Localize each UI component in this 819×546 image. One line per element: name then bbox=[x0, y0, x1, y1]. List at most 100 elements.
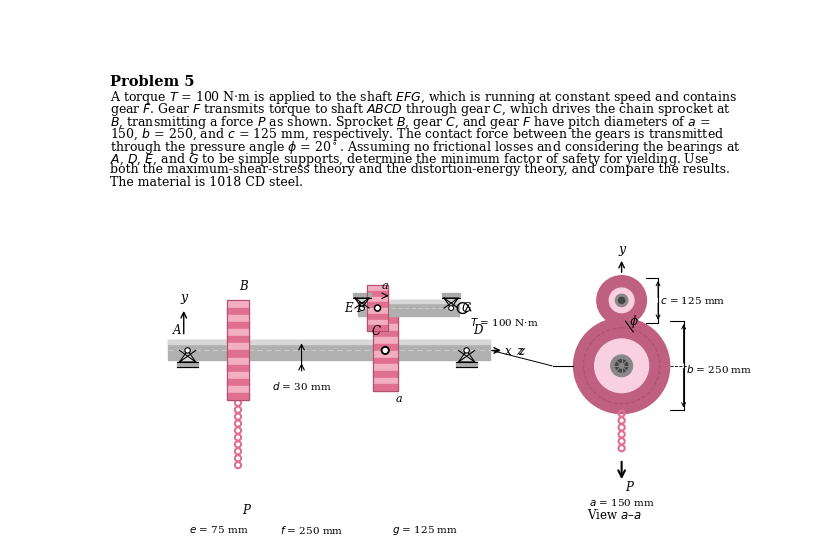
Text: E: E bbox=[344, 301, 353, 314]
Bar bbox=[442, 293, 460, 297]
Circle shape bbox=[376, 306, 379, 310]
Bar bbox=[227, 358, 249, 365]
Circle shape bbox=[361, 307, 363, 309]
Bar bbox=[227, 336, 249, 343]
Circle shape bbox=[619, 364, 624, 368]
Bar bbox=[368, 308, 387, 314]
Polygon shape bbox=[459, 351, 475, 362]
Text: through the pressure angle $\phi$ = 20$^\circ$. Assuming no frictional losses an: through the pressure angle $\phi$ = 20$^… bbox=[110, 139, 740, 156]
Circle shape bbox=[465, 349, 468, 352]
Polygon shape bbox=[444, 298, 458, 308]
Bar bbox=[373, 310, 398, 391]
Bar bbox=[368, 290, 387, 296]
Circle shape bbox=[360, 306, 364, 310]
Text: Problem 5: Problem 5 bbox=[110, 75, 195, 89]
Bar bbox=[227, 372, 249, 379]
Text: $f$ = 250 mm: $f$ = 250 mm bbox=[280, 525, 343, 536]
Bar bbox=[227, 365, 249, 372]
Text: G: G bbox=[462, 301, 472, 314]
Text: A torque $T$ = 100 N$\cdot$m is applied to the shaft $EFG$, which is running at : A torque $T$ = 100 N$\cdot$m is applied … bbox=[110, 88, 737, 105]
Bar bbox=[373, 317, 398, 324]
Text: A: A bbox=[173, 324, 181, 336]
Circle shape bbox=[600, 278, 644, 323]
Text: P: P bbox=[242, 505, 250, 518]
Circle shape bbox=[450, 307, 452, 309]
Circle shape bbox=[615, 360, 628, 372]
Text: $B$, transmitting a force $P$ as shown. Sprocket $B$, gear $C$, and gear $F$ hav: $B$, transmitting a force $P$ as shown. … bbox=[110, 114, 710, 130]
Text: z: z bbox=[518, 346, 524, 359]
Text: $\phi$: $\phi$ bbox=[629, 313, 639, 330]
Bar bbox=[373, 344, 398, 351]
Bar bbox=[373, 358, 398, 364]
Bar bbox=[456, 362, 477, 367]
Text: x: x bbox=[505, 346, 512, 359]
Text: 150, $b$ = 250, and $c$ = 125 mm, respectively. The contact force between the ge: 150, $b$ = 250, and $c$ = 125 mm, respec… bbox=[110, 126, 724, 143]
Bar bbox=[227, 379, 249, 386]
Bar bbox=[373, 371, 398, 378]
Bar bbox=[373, 324, 398, 330]
Bar bbox=[227, 351, 249, 358]
Bar bbox=[373, 364, 398, 371]
Circle shape bbox=[611, 355, 632, 377]
Text: $g$ = 125 mm: $g$ = 125 mm bbox=[392, 525, 459, 537]
Bar bbox=[227, 300, 249, 400]
Text: $T$ = 100 N·m: $T$ = 100 N·m bbox=[470, 316, 538, 328]
Text: $c$ = 125 mm: $c$ = 125 mm bbox=[660, 295, 726, 306]
Bar bbox=[227, 322, 249, 329]
Bar bbox=[168, 340, 490, 360]
Polygon shape bbox=[179, 351, 196, 362]
Text: gear $F$. Gear $F$ transmits torque to shaft $ABCD$ through gear $C$, which driv: gear $F$. Gear $F$ transmits torque to s… bbox=[110, 101, 731, 118]
Bar bbox=[373, 330, 398, 337]
Bar bbox=[227, 307, 249, 314]
Text: $b$ = 250 mm: $b$ = 250 mm bbox=[686, 363, 752, 375]
Polygon shape bbox=[355, 298, 369, 308]
Text: y: y bbox=[180, 291, 188, 304]
Text: P: P bbox=[625, 480, 632, 494]
Text: both the maximum-shear-stress theory and the distortion-energy theory, and compa: both the maximum-shear-stress theory and… bbox=[110, 163, 730, 176]
Text: $a$ = 150 mm: $a$ = 150 mm bbox=[589, 497, 654, 508]
Text: The material is 1018 CD steel.: The material is 1018 CD steel. bbox=[110, 176, 303, 189]
Text: View $a$–$a$: View $a$–$a$ bbox=[586, 508, 641, 523]
Bar bbox=[227, 343, 249, 351]
Bar bbox=[373, 384, 398, 391]
Text: a: a bbox=[396, 394, 402, 404]
Bar bbox=[227, 300, 249, 307]
Bar bbox=[373, 378, 398, 384]
Bar bbox=[373, 310, 398, 317]
Circle shape bbox=[383, 348, 387, 352]
Circle shape bbox=[573, 318, 670, 413]
Bar bbox=[373, 351, 398, 358]
Text: $d$ = 30 mm: $d$ = 30 mm bbox=[272, 379, 332, 391]
Bar bbox=[358, 300, 459, 304]
Bar bbox=[368, 302, 387, 308]
Text: D: D bbox=[473, 324, 482, 336]
Circle shape bbox=[185, 348, 190, 353]
Text: $e$ = 75 mm: $e$ = 75 mm bbox=[189, 525, 249, 536]
Circle shape bbox=[449, 306, 454, 310]
Bar bbox=[368, 285, 387, 291]
Bar bbox=[227, 329, 249, 336]
Bar bbox=[177, 362, 198, 367]
Circle shape bbox=[464, 348, 469, 353]
Circle shape bbox=[577, 321, 667, 411]
Circle shape bbox=[186, 349, 189, 352]
Circle shape bbox=[597, 276, 646, 325]
Bar bbox=[368, 319, 387, 325]
Bar bbox=[353, 293, 371, 297]
Text: y: y bbox=[618, 244, 625, 257]
Circle shape bbox=[609, 288, 634, 313]
Circle shape bbox=[382, 347, 389, 354]
Bar bbox=[227, 314, 249, 322]
Text: $A$, $D$, $E$, and $G$ to be simple supports, determine the minimum factor of sa: $A$, $D$, $E$, and $G$ to be simple supp… bbox=[110, 151, 710, 168]
Text: B: B bbox=[239, 280, 248, 293]
Circle shape bbox=[615, 294, 628, 306]
Circle shape bbox=[595, 339, 649, 393]
Bar bbox=[368, 314, 387, 319]
Bar bbox=[168, 340, 490, 345]
Bar bbox=[368, 285, 387, 331]
Bar bbox=[373, 337, 398, 344]
Circle shape bbox=[618, 297, 625, 304]
Text: F: F bbox=[356, 301, 364, 314]
Bar bbox=[358, 300, 459, 316]
Circle shape bbox=[374, 305, 381, 311]
